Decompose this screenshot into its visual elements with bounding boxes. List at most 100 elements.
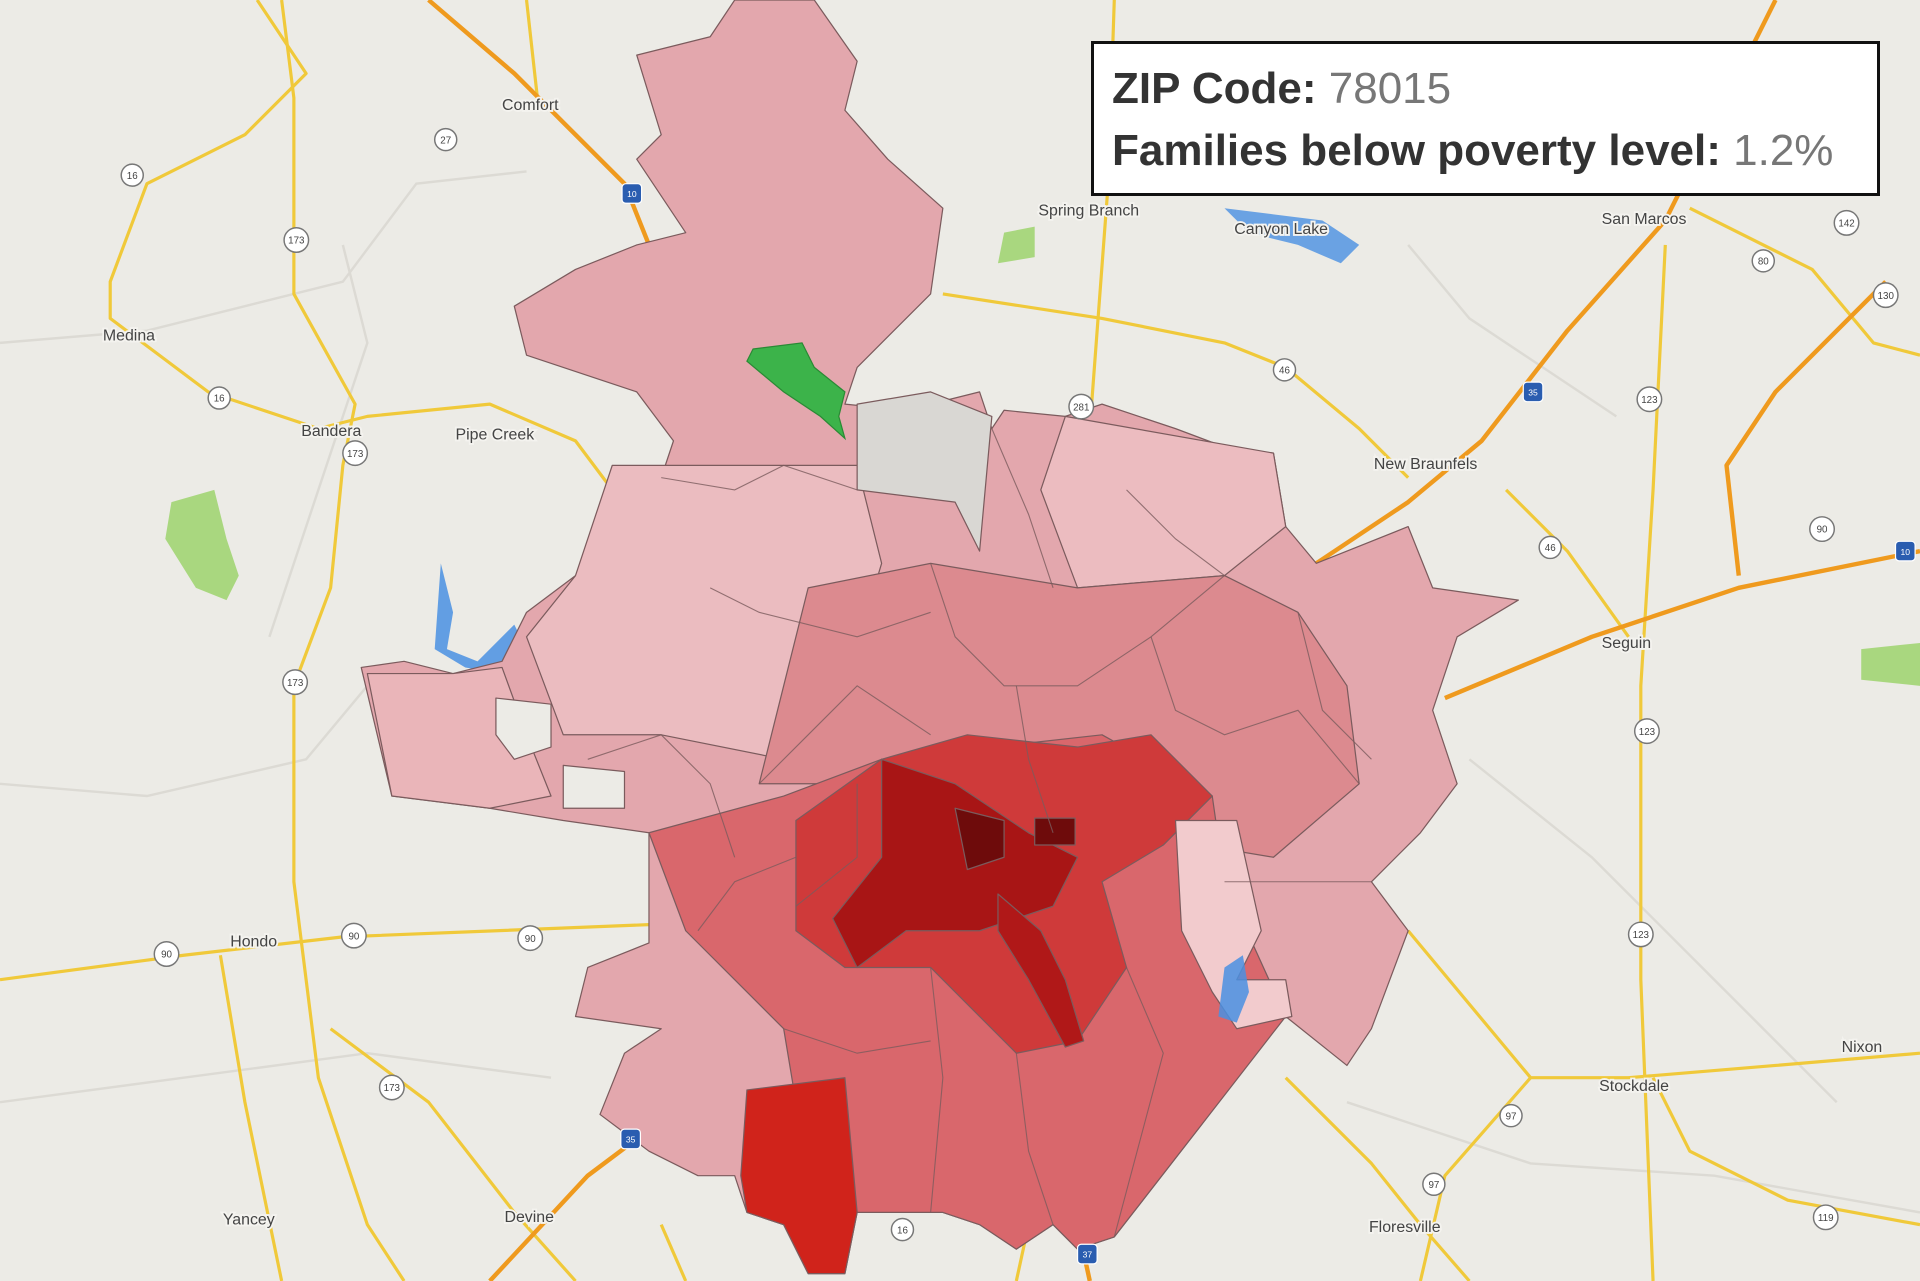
zip-region-red-sw[interactable] bbox=[740, 1077, 858, 1275]
town-spring-branch: Spring Branch bbox=[1038, 203, 1139, 220]
zip-region-medium[interactable] bbox=[758, 562, 1360, 858]
svg-text:123: 123 bbox=[1633, 930, 1650, 941]
zip-region-hole-1 bbox=[495, 697, 552, 760]
town-bandera: Bandera bbox=[301, 423, 361, 440]
zip-region-darkest-1[interactable] bbox=[954, 807, 1005, 871]
svg-text:37: 37 bbox=[1083, 1250, 1093, 1260]
svg-text:90: 90 bbox=[525, 934, 536, 945]
route-shield-80: 80 bbox=[1751, 249, 1776, 273]
route-shield-130: 130 bbox=[1872, 282, 1899, 309]
svg-text:27: 27 bbox=[440, 135, 451, 146]
svg-text:90: 90 bbox=[1817, 525, 1828, 536]
route-shield-90: 90 bbox=[153, 941, 180, 967]
svg-text:35: 35 bbox=[1528, 388, 1538, 398]
town-floresville: Floresville bbox=[1369, 1219, 1441, 1236]
route-shield-16: 16 bbox=[120, 163, 144, 187]
calaveras-lake bbox=[1218, 955, 1249, 1023]
svg-text:123: 123 bbox=[1639, 727, 1656, 738]
interstate-shield-35: 35 bbox=[1522, 381, 1544, 403]
park-area-2 bbox=[997, 226, 1035, 264]
zip-region-darkest-2[interactable] bbox=[1034, 817, 1076, 846]
route-shields: 16 16 173 173 173 173 27 281 46 46 90 90… bbox=[120, 127, 1916, 1265]
tooltip-zip-row: ZIP Code: 78015 bbox=[1112, 58, 1859, 120]
town-nixon: Nixon bbox=[1842, 1039, 1883, 1056]
route-shield-97: 97 bbox=[1499, 1103, 1523, 1128]
route-shield-46: 46 bbox=[1272, 358, 1297, 382]
zip-tooltip: ZIP Code: 78015 Families below poverty l… bbox=[1091, 41, 1880, 196]
route-shield-123: 123 bbox=[1627, 921, 1654, 948]
town-labels: Comfort Medina Bandera Pipe Creek Spring… bbox=[101, 95, 1884, 1237]
zip-region-selected-78015[interactable] bbox=[746, 342, 847, 441]
zip-code-choropleth[interactable] bbox=[360, 0, 1519, 1275]
route-shield-142: 142 bbox=[1833, 209, 1860, 236]
svg-text:130: 130 bbox=[1878, 291, 1895, 302]
svg-text:46: 46 bbox=[1279, 366, 1290, 377]
interstate-shield-35: 35 bbox=[620, 1128, 642, 1150]
route-shield-27: 27 bbox=[433, 127, 458, 152]
svg-text:90: 90 bbox=[161, 950, 172, 961]
route-shield-90: 90 bbox=[340, 922, 367, 949]
route-shield-123: 123 bbox=[1633, 718, 1660, 745]
route-shield-281: 281 bbox=[1068, 393, 1095, 420]
tooltip-poverty-row: Families below poverty level: 1.2% bbox=[1112, 120, 1859, 182]
svg-text:173: 173 bbox=[347, 449, 364, 460]
medina-lake bbox=[434, 563, 527, 674]
route-shield-46: 46 bbox=[1538, 535, 1562, 560]
tooltip-zip-label: ZIP Code: bbox=[1112, 64, 1317, 113]
svg-text:173: 173 bbox=[288, 236, 305, 247]
svg-text:173: 173 bbox=[384, 1083, 401, 1094]
town-san-marcos: San Marcos bbox=[1602, 211, 1687, 228]
route-shield-16: 16 bbox=[890, 1217, 915, 1242]
svg-text:97: 97 bbox=[1506, 1111, 1517, 1122]
svg-text:123: 123 bbox=[1641, 395, 1658, 406]
town-hondo: Hondo bbox=[230, 934, 277, 951]
route-shield-90: 90 bbox=[517, 925, 544, 952]
zip-region-lightest[interactable] bbox=[1174, 819, 1293, 1030]
tooltip-zip-value: 78015 bbox=[1328, 64, 1452, 113]
town-comfort: Comfort bbox=[502, 97, 559, 114]
town-pipe-creek: Pipe Creek bbox=[456, 427, 535, 444]
svg-text:173: 173 bbox=[287, 678, 304, 689]
town-yancey: Yancey bbox=[223, 1212, 275, 1229]
town-seguin: Seguin bbox=[1602, 635, 1652, 652]
canyon-lake bbox=[1224, 208, 1360, 264]
svg-text:35: 35 bbox=[626, 1135, 636, 1145]
svg-text:10: 10 bbox=[1901, 547, 1911, 557]
town-canyon-lake: Canyon Lake bbox=[1234, 221, 1328, 238]
svg-text:90: 90 bbox=[348, 931, 359, 942]
route-shield-173: 173 bbox=[282, 669, 309, 696]
town-new-braunfels: New Braunfels bbox=[1374, 456, 1477, 473]
svg-text:16: 16 bbox=[214, 394, 225, 405]
svg-text:80: 80 bbox=[1758, 257, 1769, 268]
svg-text:16: 16 bbox=[897, 1225, 908, 1236]
route-shield-119: 119 bbox=[1812, 1204, 1839, 1231]
svg-text:281: 281 bbox=[1073, 402, 1089, 413]
route-shield-16: 16 bbox=[207, 386, 231, 410]
zip-region-hole-2 bbox=[562, 764, 626, 809]
route-shield-173: 173 bbox=[283, 227, 310, 254]
route-shield-97: 97 bbox=[1422, 1172, 1446, 1197]
svg-text:10: 10 bbox=[627, 189, 637, 199]
interstate-shield-37: 37 bbox=[1076, 1243, 1098, 1265]
interstate-shield-10: 10 bbox=[621, 183, 643, 204]
svg-text:97: 97 bbox=[1428, 1180, 1439, 1191]
interstate-shield-10: 10 bbox=[1894, 540, 1916, 562]
route-shield-173: 173 bbox=[378, 1074, 405, 1101]
town-stockdale: Stockdale bbox=[1599, 1078, 1669, 1095]
route-shield-90: 90 bbox=[1809, 516, 1836, 543]
svg-text:16: 16 bbox=[127, 171, 138, 182]
svg-text:119: 119 bbox=[1818, 1213, 1834, 1224]
svg-text:142: 142 bbox=[1838, 219, 1854, 230]
tooltip-poverty-label: Families below poverty level: bbox=[1112, 126, 1721, 175]
svg-text:46: 46 bbox=[1545, 543, 1556, 554]
route-shield-123: 123 bbox=[1636, 386, 1663, 413]
route-shield-173: 173 bbox=[342, 440, 369, 467]
zip-internal-borders bbox=[587, 428, 1372, 1238]
town-devine: Devine bbox=[504, 1209, 554, 1226]
town-medina: Medina bbox=[103, 327, 155, 344]
park-area-3 bbox=[1861, 642, 1920, 686]
zip-region-dark-strip[interactable] bbox=[997, 893, 1085, 1048]
park-area bbox=[165, 489, 239, 601]
